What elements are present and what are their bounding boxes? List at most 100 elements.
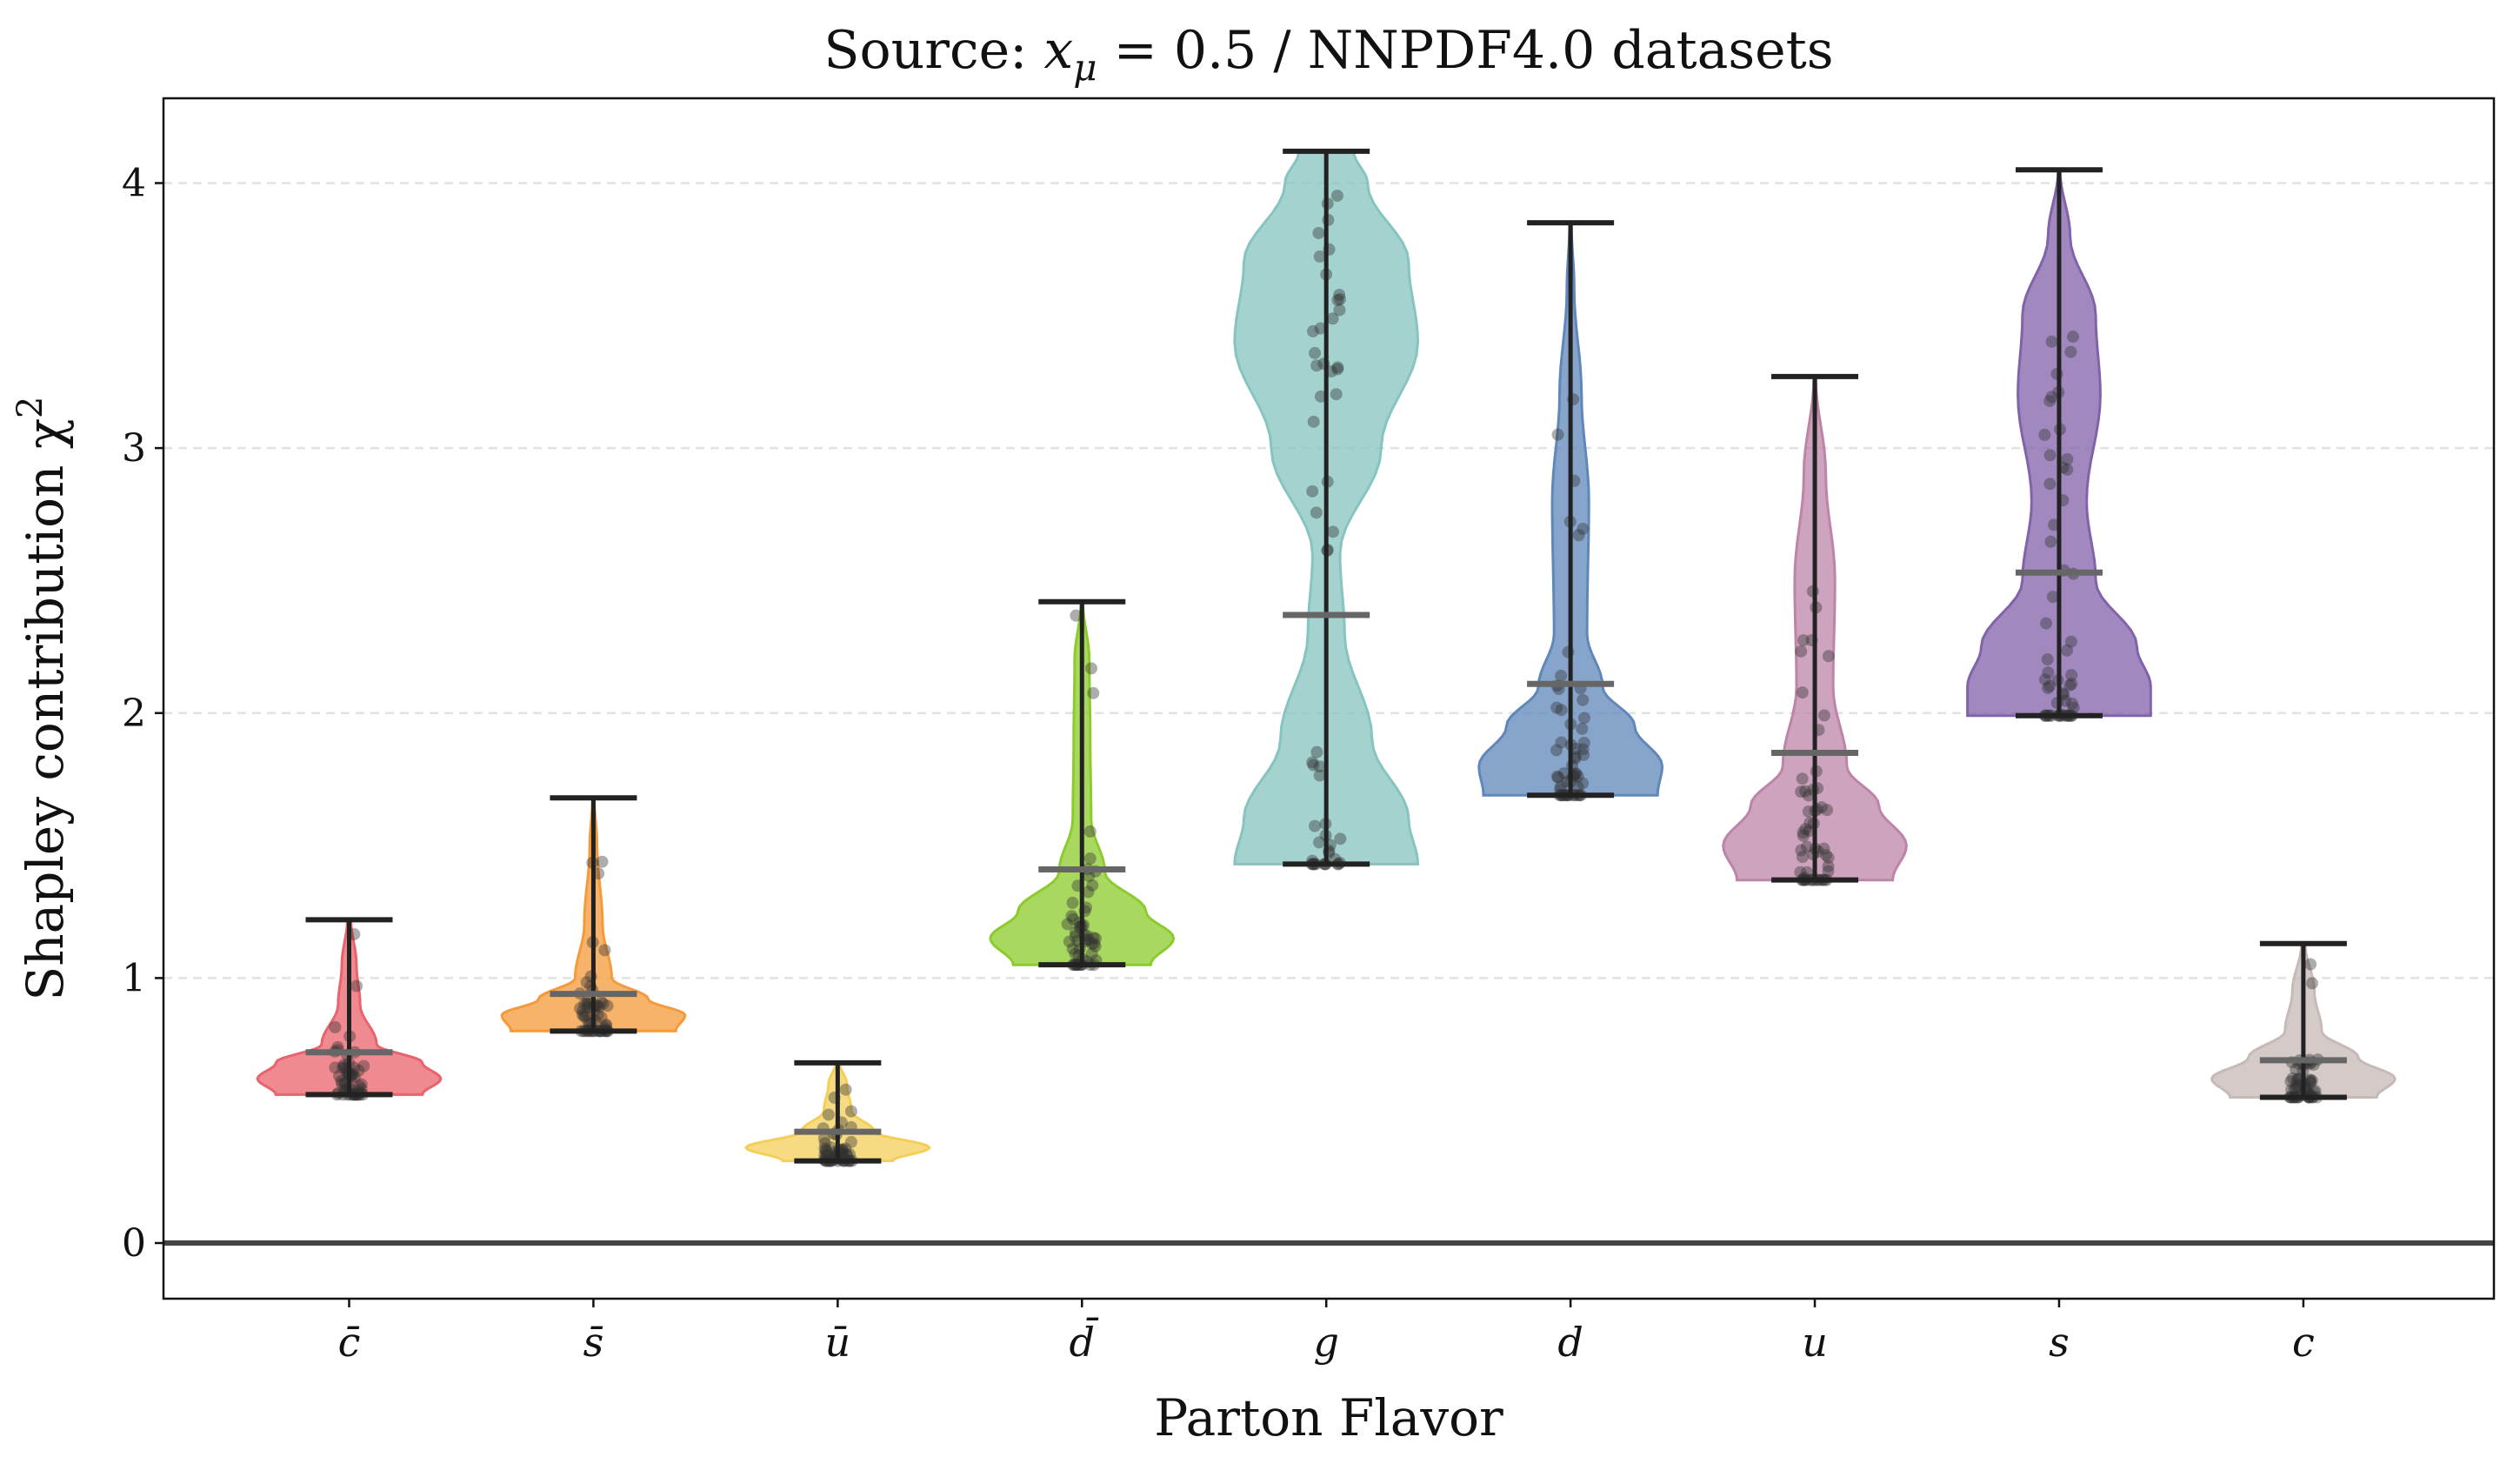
x-tick-label: s̄ — [583, 1319, 604, 1366]
x-tick-label: c — [2292, 1319, 2315, 1366]
data-point-dbar — [1084, 662, 1097, 675]
title-prefix: Source: — [823, 20, 1043, 81]
data-point-d — [1577, 743, 1590, 756]
data-point-ubar — [844, 1105, 857, 1118]
y-tick-label: 1 — [122, 956, 146, 1000]
data-point-dbar — [1085, 947, 1098, 960]
data-point-u — [1801, 840, 1814, 853]
data-point-g — [1307, 759, 1320, 772]
x-tick-label: s — [2049, 1319, 2070, 1366]
data-point-dbar — [1087, 932, 1100, 945]
data-point-d — [1577, 712, 1590, 725]
data-point-c — [2303, 1074, 2317, 1087]
data-point-sbar — [598, 944, 611, 957]
chart-title: Source: xμ = 0.5 / NNPDF4.0 datasets — [823, 20, 1833, 89]
y-axis-label: Shapley contribution χ2 — [10, 397, 75, 1001]
data-point-sbar — [581, 994, 594, 1007]
data-point-ubar — [822, 1108, 835, 1121]
y-tick-label: 3 — [122, 426, 146, 471]
data-point-g — [1307, 415, 1320, 428]
data-point-g — [1309, 819, 1322, 832]
data-point-ubar — [819, 1145, 832, 1158]
data-point-g — [1330, 189, 1343, 202]
data-point-g — [1313, 250, 1326, 263]
data-point-d — [1570, 767, 1583, 780]
data-point-sbar — [581, 997, 594, 1010]
data-point-u — [1817, 709, 1830, 722]
data-point-cbar — [355, 1078, 368, 1091]
x-axis-ticks: c̄ s̄ ū d̄ g d u s c — [338, 1299, 2315, 1366]
data-point-cbar — [336, 1077, 349, 1090]
data-point-u — [1796, 772, 1809, 785]
data-point-c — [2286, 1072, 2299, 1085]
data-point-g — [1333, 288, 1346, 301]
data-point-c — [2290, 1063, 2303, 1076]
data-point-d — [1577, 777, 1590, 790]
data-point-dbar — [1089, 932, 1102, 946]
data-point-cbar — [332, 1069, 345, 1082]
data-point-ubar — [818, 1142, 831, 1155]
data-point-c — [2309, 1085, 2322, 1098]
data-point-u — [1803, 825, 1816, 838]
data-point-u — [1797, 829, 1810, 842]
data-point-sbar — [600, 1019, 613, 1032]
title-rest: = 0.5 / NNPDF4.0 datasets — [1097, 20, 1834, 81]
data-point-cbar — [353, 1079, 366, 1093]
data-point-dbar — [1065, 910, 1078, 923]
x-tick-label: u — [1802, 1319, 1828, 1366]
data-point-sbar — [578, 998, 591, 1011]
data-point-c — [2305, 1074, 2318, 1087]
data-point-g — [1306, 485, 1319, 498]
data-point-s — [2066, 331, 2079, 344]
data-point-c — [2303, 1073, 2317, 1086]
x-axis-label: Parton Flavor — [1154, 1388, 1503, 1447]
data-point-ubar — [843, 1148, 857, 1161]
title-math-sub: μ — [1073, 46, 1097, 89]
data-point-s — [2065, 678, 2078, 691]
data-point-s — [2041, 653, 2054, 666]
data-point-u — [1796, 851, 1809, 864]
data-point-s — [2045, 335, 2058, 348]
data-point-u — [1801, 865, 1814, 879]
data-point-g — [1306, 756, 1319, 769]
data-point-cbar — [348, 1071, 361, 1084]
data-point-dbar — [1066, 942, 1079, 955]
data-point-dbar — [1088, 937, 1101, 950]
x-tick-label: g — [1313, 1319, 1338, 1366]
data-point-sbar — [579, 1009, 592, 1022]
data-point-c — [2304, 958, 2317, 971]
data-point-sbar — [582, 1014, 595, 1027]
data-point-sbar — [596, 855, 609, 868]
data-point-g — [1314, 390, 1327, 403]
data-point-cbar — [329, 1061, 342, 1074]
data-point-d — [1571, 780, 1584, 793]
data-point-s — [2063, 678, 2077, 692]
data-point-g — [1310, 359, 1323, 372]
y-tick-label: 0 — [122, 1221, 146, 1266]
data-point-c — [2285, 1083, 2298, 1096]
data-point-ubar — [818, 1148, 831, 1161]
data-point-d — [1577, 693, 1590, 706]
data-point-c — [2290, 1082, 2303, 1095]
data-point-s — [2061, 644, 2074, 657]
data-point-dbar — [1069, 930, 1082, 943]
data-point-u — [1817, 842, 1830, 855]
data-point-s — [2040, 617, 2053, 630]
data-point-dbar — [1089, 939, 1102, 952]
data-point-dbar — [1087, 686, 1100, 699]
data-point-d — [1554, 783, 1567, 796]
data-point-dbar — [1069, 926, 1082, 939]
data-point-u — [1794, 865, 1807, 879]
data-point-g — [1331, 363, 1344, 376]
y-axis-label-sup: 2 — [10, 397, 50, 418]
data-point-c — [2305, 977, 2318, 990]
data-point-s — [2038, 428, 2051, 441]
data-point-dbar — [1069, 947, 1082, 960]
data-point-s — [2043, 449, 2057, 462]
data-point-c — [2288, 1083, 2301, 1096]
data-point-d — [1555, 704, 1568, 717]
data-point-sbar — [574, 1002, 587, 1015]
data-point-g — [1313, 760, 1326, 773]
y-axis-label-text: Shapley contribution χ — [16, 418, 75, 1000]
data-point-u — [1797, 634, 1810, 647]
